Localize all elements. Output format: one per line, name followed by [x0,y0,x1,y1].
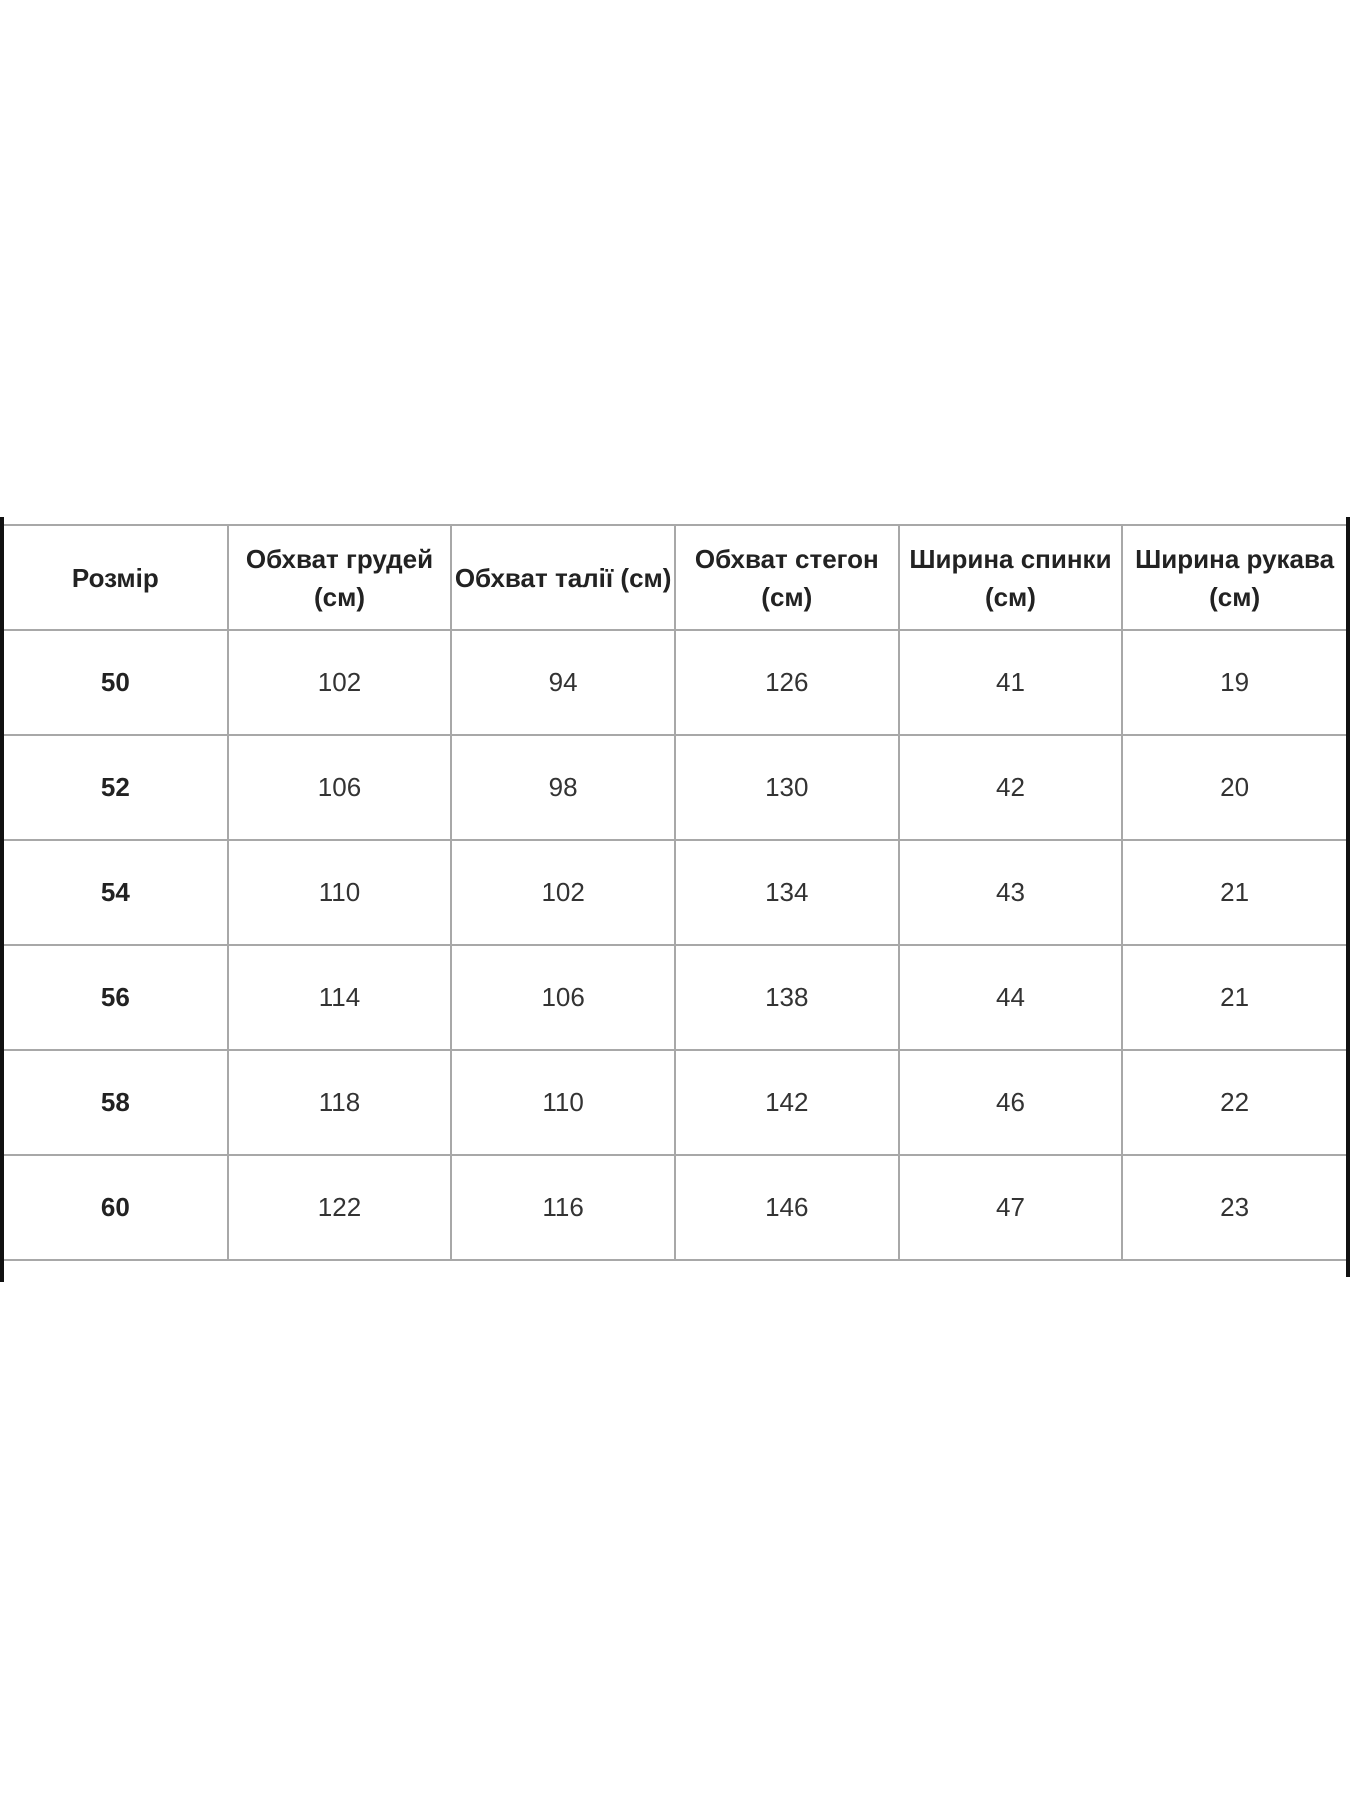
left-border-bar [0,517,4,1282]
column-header: Ширина спинки (см) [897,524,1124,631]
table-row: 50 102 94 126 41 19 [4,629,1346,736]
size-chart-table: Розмір Обхват грудей (см) Обхват талії (см… [4,524,1346,1261]
measurement-cell: 41 [897,629,1124,736]
measurement-cell: 134 [673,839,900,946]
measurement-cell: 46 [897,1049,1124,1156]
header-row: Розмір Обхват грудей (см) Обхват талії (см… [4,524,1346,631]
size-cell: 60 [4,1154,229,1261]
measurement-cell: 110 [226,839,453,946]
measurement-cell: 94 [450,629,676,736]
measurement-cell: 21 [1121,839,1346,946]
measurement-cell: 42 [897,734,1124,841]
column-header: Ширина рукава (см) [1121,524,1346,631]
measurement-cell: 138 [673,944,900,1051]
measurement-cell: 98 [450,734,676,841]
column-header: Обхват грудей (см) [226,524,453,631]
measurement-cell: 20 [1121,734,1346,841]
size-cell: 50 [4,629,229,736]
measurement-cell: 116 [450,1154,676,1261]
measurement-cell: 44 [897,944,1124,1051]
measurement-cell: 146 [673,1154,900,1261]
table-row: 58 118 110 142 46 22 [4,1049,1346,1156]
table-row: 56 114 106 138 44 21 [4,944,1346,1051]
measurement-cell: 23 [1121,1154,1346,1261]
measurement-cell: 21 [1121,944,1346,1051]
measurement-cell: 47 [897,1154,1124,1261]
measurement-cell: 110 [450,1049,676,1156]
table-row: 52 106 98 130 42 20 [4,734,1346,841]
measurement-cell: 102 [450,839,676,946]
measurement-cell: 142 [673,1049,900,1156]
measurement-cell: 114 [226,944,453,1051]
table-row: 54 110 102 134 43 21 [4,839,1346,946]
measurement-cell: 118 [226,1049,453,1156]
table-row: 60 122 116 146 47 23 [4,1154,1346,1261]
column-header: Обхват талії (см) [450,524,676,631]
size-cell: 54 [4,839,229,946]
measurement-cell: 19 [1121,629,1346,736]
column-header: Обхват стегон (см) [673,524,900,631]
measurement-cell: 126 [673,629,900,736]
measurement-cell: 122 [226,1154,453,1261]
measurement-cell: 130 [673,734,900,841]
size-cell: 56 [4,944,229,1051]
measurement-cell: 22 [1121,1049,1346,1156]
measurement-cell: 43 [897,839,1124,946]
size-cell: 52 [4,734,229,841]
right-border-bar [1346,517,1350,1277]
column-header: Розмір [4,524,229,631]
measurement-cell: 106 [226,734,453,841]
measurement-cell: 102 [226,629,453,736]
measurement-cell: 106 [450,944,676,1051]
size-cell: 58 [4,1049,229,1156]
